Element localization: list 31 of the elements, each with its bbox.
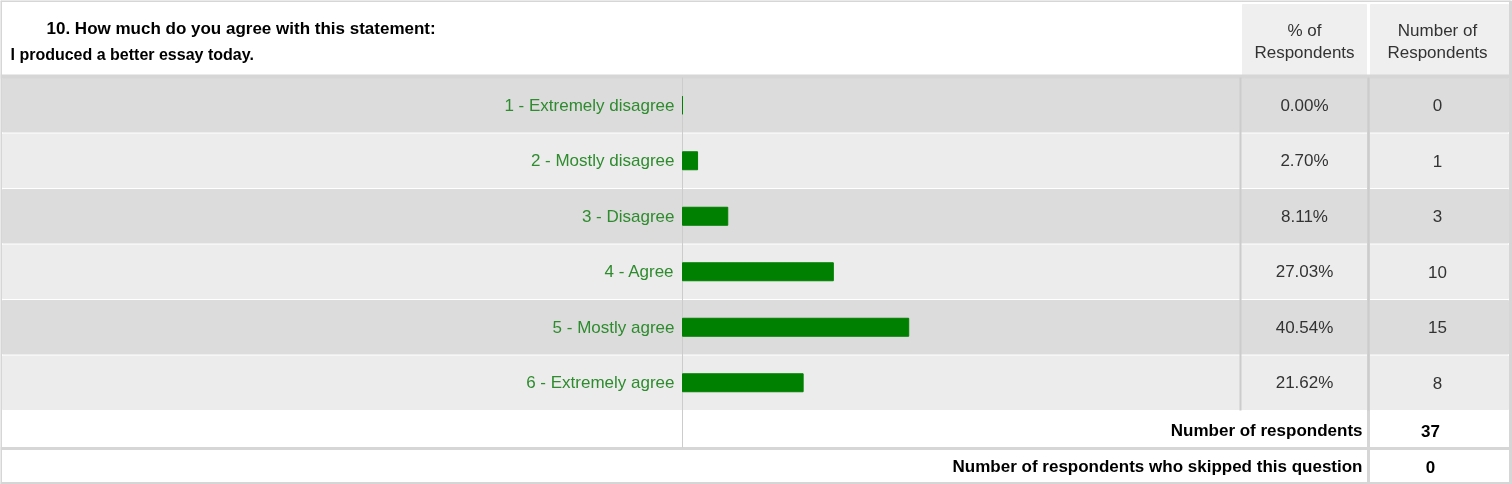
text: 0 (1425, 457, 1436, 477)
y-tick-label: 2 - Mostly disagree (530, 151, 675, 171)
text: 3 (1432, 207, 1443, 227)
bar (682, 151, 699, 171)
text: I produced a better essay today. (10, 46, 254, 63)
y-tick-label: 5 - Mostly agree (552, 317, 675, 337)
text: 15 (1428, 318, 1447, 338)
bar (682, 317, 910, 337)
y-tick-label: 6 - Extremely agree (526, 373, 675, 393)
y-tick-label: 3 - Disagree (581, 206, 675, 226)
bar (682, 206, 729, 226)
data-label: 27.03% (1275, 262, 1334, 282)
text: 1 (1432, 151, 1443, 171)
data-label: 8.11% (1281, 206, 1328, 226)
text: Number of respondents who skipped this question (952, 457, 1363, 476)
data-label: 40.54% (1275, 317, 1334, 337)
bar (682, 373, 804, 393)
text: 0 (1432, 96, 1443, 116)
text: 8 (1432, 373, 1443, 393)
text: Number of Respondents (1387, 21, 1488, 62)
text: 10. How much do you agree with this statement: (46, 19, 436, 38)
text: % of Respondents (1254, 21, 1355, 62)
data-label: 0.00% (1280, 95, 1329, 115)
data-label: 21.62% (1275, 373, 1334, 393)
text: 10 (1428, 262, 1447, 282)
annotation: Number of respondents (1170, 421, 1363, 440)
bar (682, 262, 834, 282)
data-label: 2.70% (1280, 151, 1329, 171)
y-tick-label: 1 - Extremely disagree (504, 95, 675, 115)
y-tick-label: 4 - Agree (604, 262, 674, 282)
text: 37 (1421, 421, 1440, 441)
